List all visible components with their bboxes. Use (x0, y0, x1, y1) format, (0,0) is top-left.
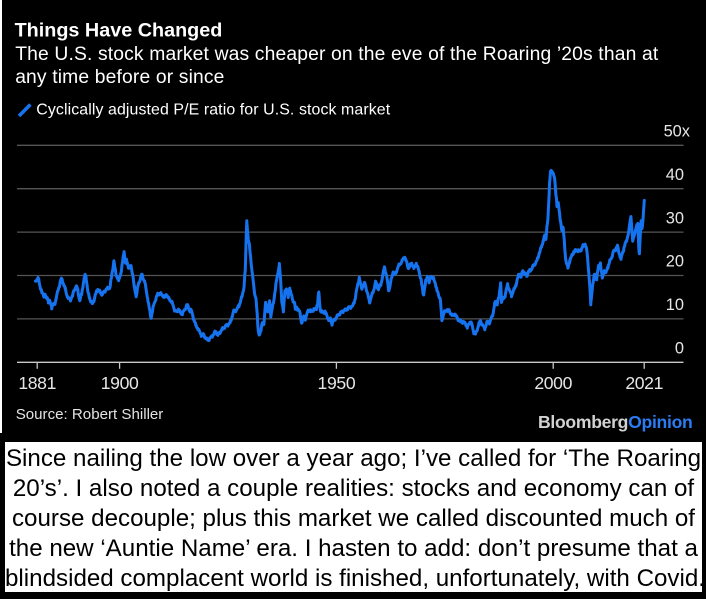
svg-text:1950: 1950 (318, 373, 356, 393)
svg-text:20: 20 (666, 253, 684, 271)
svg-text:any time before or since: any time before or since (15, 67, 224, 88)
svg-text:1900: 1900 (101, 373, 139, 393)
svg-text:2000: 2000 (534, 373, 572, 393)
svg-text:30: 30 (666, 209, 684, 227)
svg-text:1881: 1881 (18, 373, 56, 393)
svg-text:10: 10 (666, 296, 684, 314)
svg-text:Things Have Changed: Things Have Changed (15, 19, 223, 41)
svg-text:Source: Robert Shiller: Source: Robert Shiller (16, 406, 164, 423)
svg-text:The U.S. stock market was chea: The U.S. stock market was cheaper on the… (15, 44, 659, 65)
svg-text:Cyclically adjusted P/E ratio: Cyclically adjusted P/E ratio for U.S. s… (36, 101, 390, 118)
svg-text:2021: 2021 (625, 373, 663, 393)
svg-text:0: 0 (675, 340, 684, 358)
svg-text:50x: 50x (664, 123, 691, 141)
svg-text:BloombergOpinion: BloombergOpinion (538, 412, 693, 432)
svg-text:40: 40 (666, 166, 684, 184)
